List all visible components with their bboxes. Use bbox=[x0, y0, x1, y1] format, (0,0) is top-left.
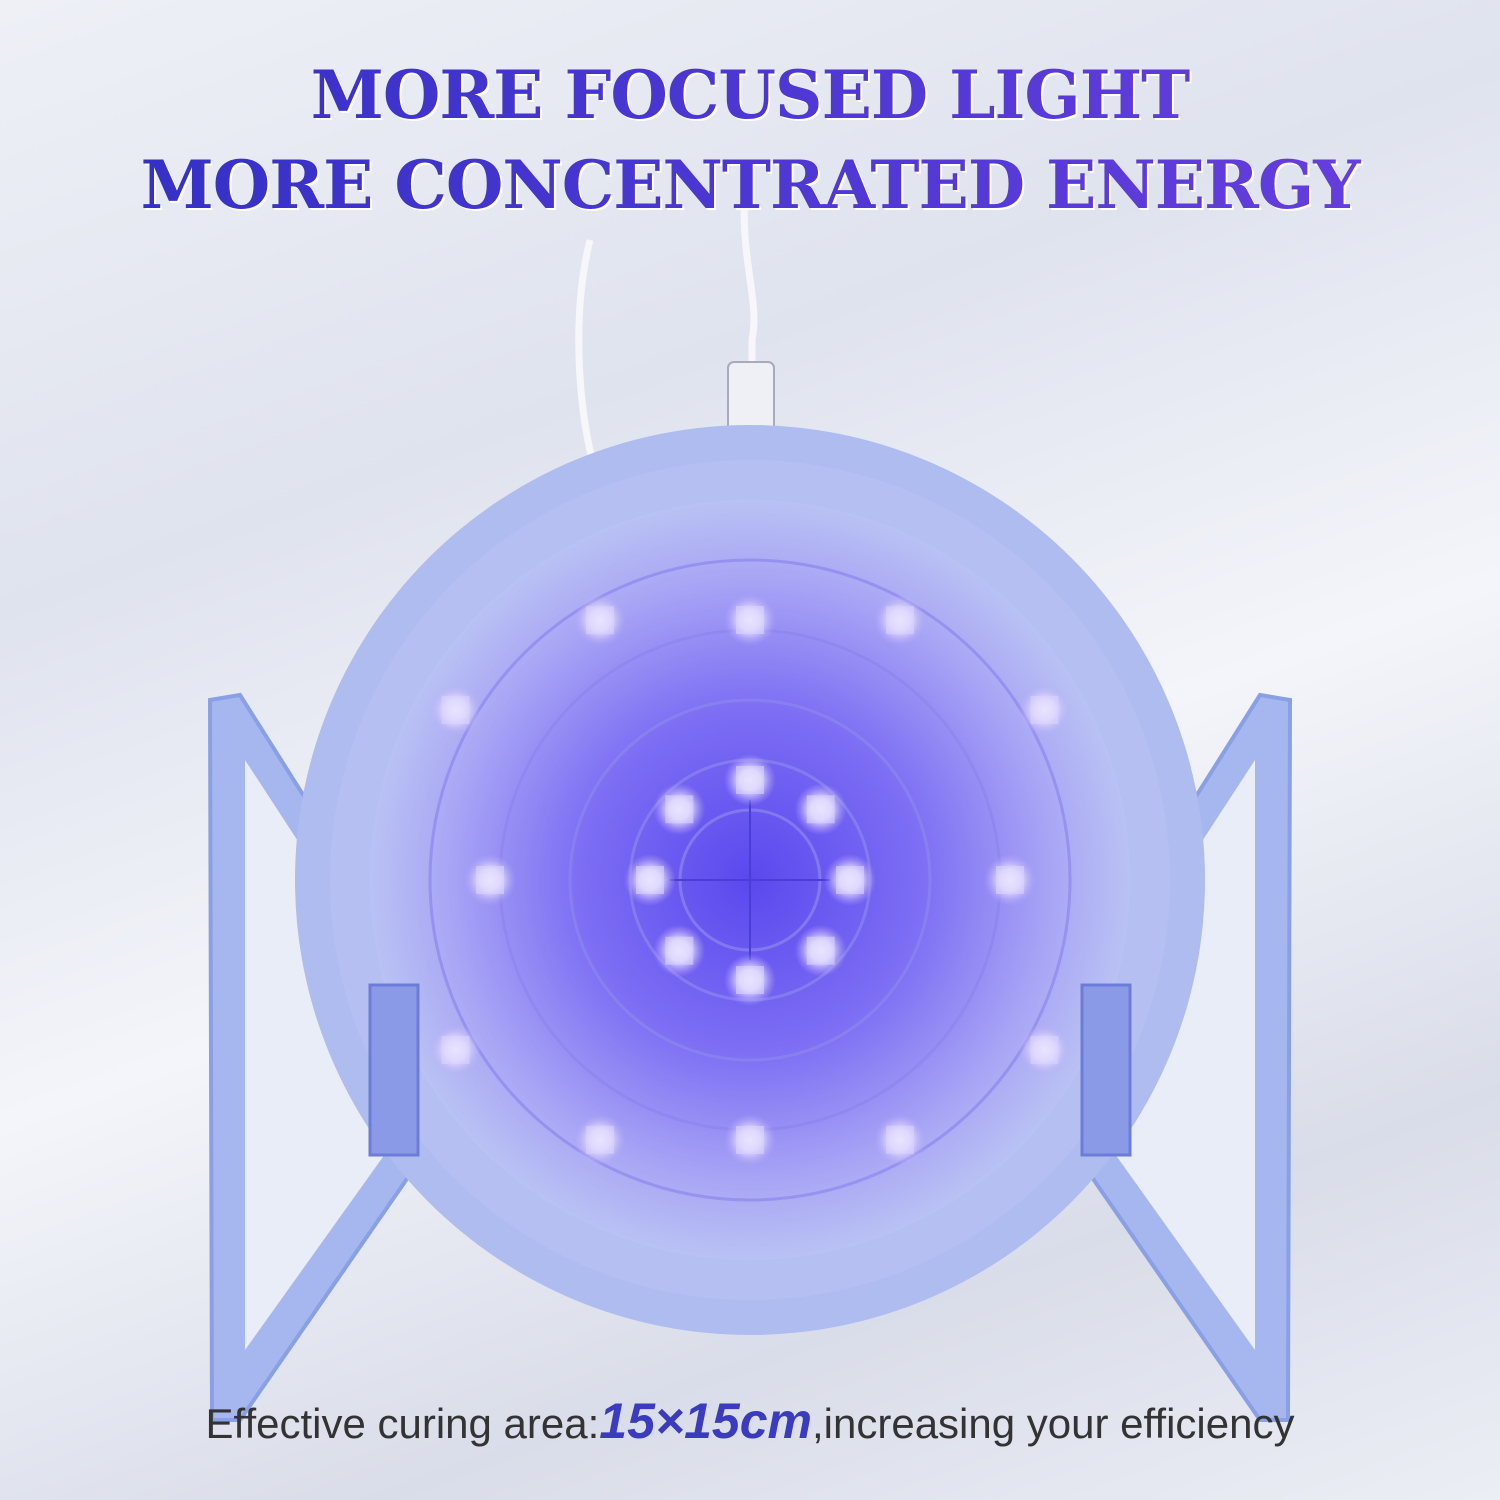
led-chip bbox=[806, 936, 835, 965]
led-chip bbox=[476, 866, 504, 894]
led-chip bbox=[665, 795, 694, 824]
led-chip bbox=[736, 966, 764, 994]
led-chip bbox=[836, 866, 864, 894]
led-chip bbox=[736, 1126, 764, 1154]
curing-area-size: 15×15cm bbox=[599, 1393, 812, 1449]
usb-cable bbox=[575, 239, 599, 472]
led-chip bbox=[586, 606, 614, 635]
led-chip bbox=[886, 606, 914, 635]
caption-suffix: ,increasing your efficiency bbox=[812, 1400, 1295, 1447]
led-chip bbox=[1030, 696, 1059, 724]
led-chip bbox=[996, 866, 1024, 894]
led-chip bbox=[1030, 1036, 1059, 1064]
led-chip bbox=[806, 795, 835, 824]
usb-connector bbox=[727, 361, 775, 433]
led-chip bbox=[636, 866, 664, 894]
caption: Effective curing area:15×15cm,increasing… bbox=[0, 1392, 1500, 1450]
led-chip bbox=[886, 1125, 914, 1154]
headline-line-2: MORE CONCENTRATED ENERGY bbox=[0, 146, 1500, 224]
headline-line-1: MORE FOCUSED LIGHT bbox=[0, 56, 1500, 134]
led-chip bbox=[586, 1125, 614, 1154]
right-hinge bbox=[1080, 983, 1132, 1157]
led-chip bbox=[736, 766, 764, 794]
led-chip bbox=[441, 1036, 470, 1064]
led-chip bbox=[441, 696, 470, 724]
led-chip bbox=[736, 606, 764, 634]
caption-prefix: Effective curing area: bbox=[205, 1400, 600, 1447]
led-chip bbox=[665, 936, 694, 965]
left-hinge bbox=[368, 983, 420, 1157]
